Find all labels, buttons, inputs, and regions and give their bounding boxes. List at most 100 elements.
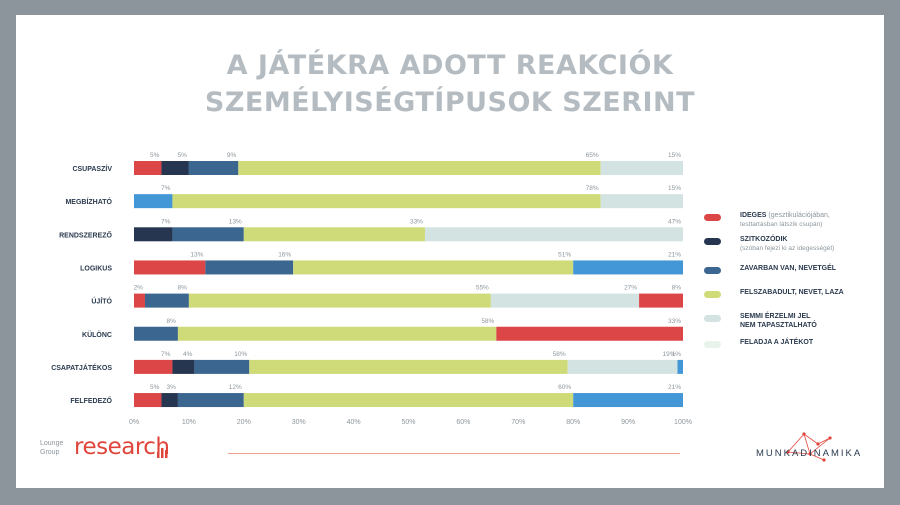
data-label: 65% [586, 152, 599, 159]
legend-label: SZITKOZÓDIK [740, 236, 788, 243]
data-label: 19% [662, 351, 675, 358]
legend-label-line: IDEGES (gesztikulációjában, [740, 212, 830, 219]
bar-segment [573, 393, 683, 408]
data-label: 7% [161, 185, 171, 192]
data-label: 55% [476, 285, 489, 292]
chart-title-line2: SZEMÉLYISÉGTÍPUSOK SZERINT [204, 87, 696, 118]
bar-segment [188, 161, 239, 175]
bar-segment [134, 260, 206, 275]
data-label: 13% [229, 218, 242, 225]
data-label: 47% [668, 218, 681, 225]
data-label: 10% [234, 351, 247, 358]
legend-note-line: testtartásban látszik csupán) [740, 221, 823, 228]
data-label: 58% [481, 318, 494, 325]
bar-segment [293, 260, 574, 275]
bar-segment [134, 293, 145, 308]
slide-background [16, 15, 884, 488]
data-label: 33% [410, 218, 423, 225]
data-label: 58% [553, 351, 566, 358]
bar-segment [134, 359, 173, 374]
bar-segment [573, 260, 683, 275]
category-label: LOGIKUS [80, 265, 112, 272]
bar-segment [243, 227, 425, 242]
category-label: FELFEDEZŐ [70, 396, 112, 405]
bar-segment [600, 194, 683, 209]
category-label: RENDSZEREZŐ [59, 230, 112, 239]
bar-segment [177, 326, 497, 341]
bar-segment [238, 161, 601, 175]
x-tick-label: 60% [456, 419, 470, 426]
data-label: 60% [558, 384, 571, 391]
data-label: 27% [624, 285, 637, 292]
data-label: 12% [229, 384, 242, 391]
legend-label: FELSZABADULT, NEVET, LAZA [740, 289, 844, 296]
bar-segment [172, 227, 244, 242]
bar-segment [188, 293, 491, 308]
data-label: 2% [134, 285, 144, 292]
data-label: 9% [227, 152, 237, 159]
data-label: 13% [190, 251, 203, 258]
munkadinamika-network-icon [786, 432, 832, 462]
legend-note-line: (szóban fejezi ki az idegességét) [740, 245, 835, 252]
bar-segment [205, 260, 294, 275]
data-label: 51% [558, 251, 571, 258]
bar-segment [496, 326, 683, 341]
x-tick-label: 10% [182, 419, 196, 426]
bar-segment [677, 359, 683, 374]
x-tick-label: 30% [292, 419, 306, 426]
data-label: 8% [672, 285, 682, 292]
munkadinamika-logo-text: MUNKADINAMIKA [756, 448, 863, 459]
bar-segment [161, 161, 189, 175]
legend-note-line: NEM TAPASZTALHATÓ [740, 322, 817, 329]
data-label: 78% [586, 185, 599, 192]
legend-label: FELADJA A JÁTÉKOT [740, 339, 814, 346]
bar-segment [134, 161, 162, 175]
x-tick-label: 70% [511, 419, 525, 426]
bar-segment [639, 293, 683, 308]
legend-swatch [704, 315, 721, 322]
category-label: CSAPATJÁTÉKOS [51, 363, 112, 372]
data-label: 16% [278, 251, 291, 258]
bar-segment [172, 359, 195, 374]
data-label: 33% [668, 318, 681, 325]
logo-lounge-text: Lounge [40, 440, 64, 447]
x-tick-label: 100% [674, 419, 692, 426]
data-label: 1% [672, 351, 682, 358]
legend-swatch [704, 238, 721, 245]
legend-label: SEMMI ÉRZELMI JEL [740, 313, 811, 320]
legend-swatch [704, 291, 721, 298]
bar-segment [243, 393, 574, 408]
data-label: 3% [167, 384, 177, 391]
bar-segment [134, 194, 173, 209]
legend-label-line: ZAVARBAN VAN, NEVETGÉL [740, 265, 836, 272]
legend-label-line: FELSZABADULT, NEVET, LAZA [740, 289, 844, 296]
data-label: 8% [177, 285, 187, 292]
data-label: 8% [167, 318, 177, 325]
legend-swatch [704, 341, 721, 348]
data-label: 5% [150, 152, 160, 159]
data-label: 15% [668, 185, 681, 192]
bar-segment [134, 393, 162, 408]
data-label: 4% [183, 351, 193, 358]
data-label: 5% [150, 384, 160, 391]
legend-label-line: SEMMI ÉRZELMI JEL [740, 313, 810, 320]
bar-segment [567, 359, 678, 374]
bar-segment [424, 227, 683, 242]
legend-swatch [704, 267, 721, 274]
x-tick-label: 90% [621, 419, 635, 426]
bar-segment [134, 227, 173, 242]
bar-segment [144, 293, 189, 308]
bar-segment [161, 393, 178, 408]
bar-segment [194, 359, 250, 374]
logo-research-text: research [74, 434, 170, 460]
logo-bars-icon [157, 448, 168, 458]
data-label: 21% [668, 251, 681, 258]
x-tick-label: 20% [237, 419, 251, 426]
data-label: 5% [177, 152, 187, 159]
x-tick-label: 50% [401, 419, 415, 426]
logo-group-text: Group [40, 449, 60, 456]
bar-segment [177, 393, 244, 408]
footer-divider [228, 453, 680, 454]
bar-segment [490, 293, 640, 308]
